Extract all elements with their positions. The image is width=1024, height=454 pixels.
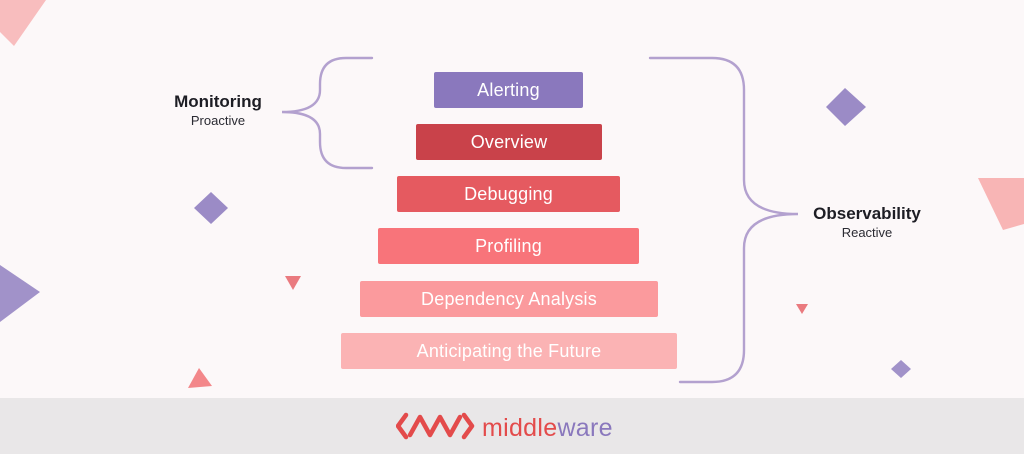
brand-name: middleware — [482, 414, 613, 443]
layer-debugging: Debugging — [397, 176, 620, 212]
brand-name-part2: ware — [557, 414, 613, 442]
decor-shape — [826, 88, 866, 126]
monitoring-title: Monitoring — [174, 92, 262, 111]
layer-dependency-analysis: Dependency Analysis — [360, 281, 658, 317]
decorative-shapes — [0, 0, 1024, 388]
layer-label: Dependency Analysis — [421, 288, 597, 309]
layer-alerting: Alerting — [434, 72, 583, 108]
decor-shape — [188, 368, 212, 388]
decor-shape — [891, 360, 911, 378]
middleware-logo-icon — [396, 412, 475, 440]
layer-anticipating-the-future: Anticipating the Future — [341, 333, 677, 369]
observability-brace — [648, 56, 799, 384]
braces — [281, 56, 799, 384]
observability-subtitle: Reactive — [841, 225, 893, 240]
decor-shape — [285, 276, 301, 290]
brand-name-part1: middle — [482, 414, 558, 442]
layer-profiling: Profiling — [378, 228, 639, 264]
layer-label: Profiling — [475, 235, 542, 256]
decor-shape — [194, 192, 228, 224]
footer — [0, 398, 1024, 454]
layer-label: Overview — [470, 131, 548, 152]
monitoring-subtitle: Proactive — [190, 113, 246, 128]
monitoring-brace — [281, 56, 374, 170]
layer-overview: Overview — [416, 124, 602, 160]
layer-label: Debugging — [464, 183, 553, 204]
decor-shape — [978, 178, 1024, 230]
layer-label: Anticipating the Future — [416, 340, 602, 361]
observability-title: Observability — [813, 204, 921, 223]
decor-shape — [0, 0, 46, 46]
decor-shape — [0, 265, 40, 322]
decor-shape — [796, 304, 808, 314]
layer-label: Alerting — [477, 79, 540, 100]
